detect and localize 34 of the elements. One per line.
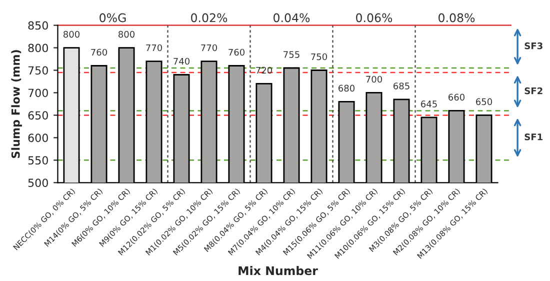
y-tick-label: 800 bbox=[28, 44, 48, 52]
data-label: 660 bbox=[448, 94, 465, 101]
text: 0.04% bbox=[274, 13, 310, 22]
data-label: 770 bbox=[201, 44, 218, 52]
data-label: 770 bbox=[146, 44, 162, 52]
data-label: 700 bbox=[366, 76, 382, 83]
data-label: 760 bbox=[228, 48, 245, 56]
data-label: 645 bbox=[421, 100, 437, 108]
data-label: 750 bbox=[311, 53, 328, 60]
y-tick-label: 850 bbox=[28, 21, 48, 30]
text: 0.08% bbox=[438, 13, 475, 22]
y-axis-title: Slump Flow (mm) bbox=[11, 50, 22, 158]
y-tick-label: 650 bbox=[28, 111, 48, 120]
y-tick-label: 500 bbox=[28, 178, 48, 188]
y-tick-label: 700 bbox=[28, 88, 48, 98]
data-label: 720 bbox=[256, 66, 272, 74]
text: 0.02% bbox=[191, 13, 228, 22]
data-label: 800 bbox=[63, 30, 80, 38]
y-tick-label: 750 bbox=[28, 66, 48, 75]
text: SF3 bbox=[524, 42, 542, 50]
data-label: 650 bbox=[476, 98, 492, 106]
data-label: 760 bbox=[91, 48, 108, 56]
data-label: 800 bbox=[118, 30, 135, 38]
text: SF1 bbox=[524, 133, 542, 140]
text: 0.06% bbox=[356, 13, 392, 22]
y-tick-label: 550 bbox=[28, 156, 48, 165]
x-axis-title: Mix Number bbox=[238, 266, 318, 276]
data-label: 685 bbox=[394, 82, 410, 90]
data-label: 755 bbox=[284, 51, 300, 58]
y-tick-label: 600 bbox=[28, 134, 48, 142]
text: 0%G bbox=[100, 13, 126, 22]
text: SF2 bbox=[524, 87, 542, 94]
data-label: 740 bbox=[174, 58, 190, 65]
data-label: 680 bbox=[338, 84, 355, 92]
